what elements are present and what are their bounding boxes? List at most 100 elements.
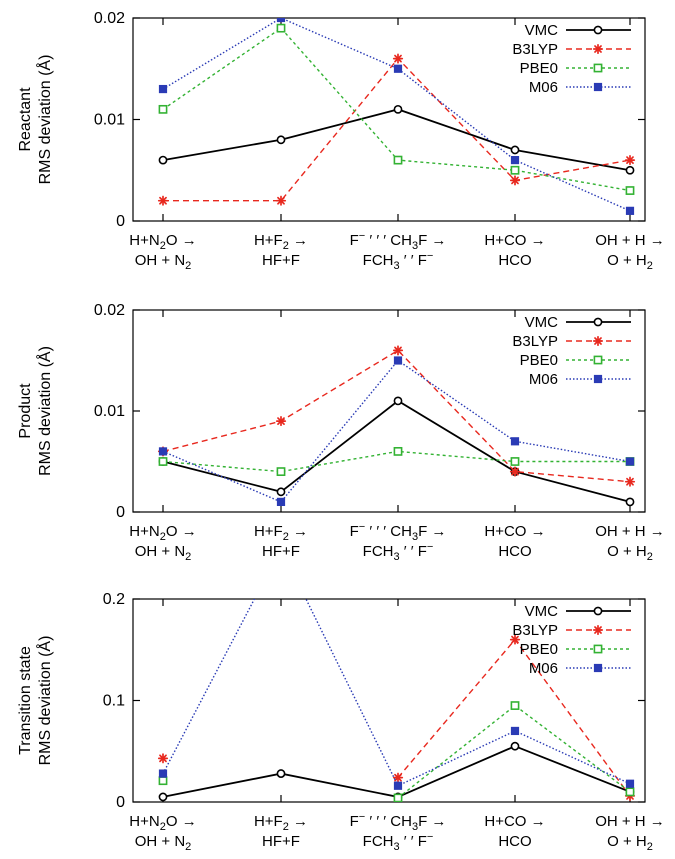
x-tick-label-top: H+N2O → — [129, 523, 196, 543]
data-point-b3lyp — [275, 416, 287, 427]
chart-panel-2: 00.010.02H+N2O →OH + N2H+F2 →HF+FF− ′ ′ … — [17, 302, 665, 563]
x-tick-label-bottom: OH + N2 — [135, 252, 192, 272]
label-part: H+F — [254, 523, 283, 540]
data-point-m06 — [276, 18, 286, 23]
x-tick-label-top: OH + H → — [595, 813, 665, 830]
subscript: 2 — [283, 531, 289, 543]
series-line-pbe0 — [162, 450, 630, 473]
label-part: H+CO → — [484, 813, 545, 830]
data-point-vmc — [276, 487, 286, 497]
star-stroke — [277, 417, 285, 425]
x-tick-label-top: H+CO → — [484, 813, 545, 830]
data-point-b3lyp — [157, 753, 169, 764]
data-point-m06 — [393, 64, 403, 73]
series-line-m06 — [162, 359, 631, 503]
label-part: → — [289, 523, 308, 540]
legend-label: PBE0 — [520, 60, 558, 77]
data-point-m06 — [625, 779, 635, 788]
x-tick-label-bottom: OH + N2 — [135, 543, 192, 563]
label-part: O → — [166, 523, 197, 540]
x-tick-label-top: H+N2O → — [129, 813, 196, 833]
data-point-b3lyp — [392, 772, 404, 783]
superscript: − — [359, 230, 365, 242]
legend-label: VMC — [525, 22, 559, 39]
star-stroke — [277, 196, 285, 205]
label-part: H+N — [129, 523, 159, 540]
data-point-b3lyp — [509, 175, 521, 186]
x-tick-label-top: F− ′ ′ ′ CH3F → — [350, 811, 447, 833]
data-point-b3lyp — [275, 195, 287, 206]
label-part: OH + N — [135, 833, 185, 850]
star-stroke — [511, 176, 519, 185]
x-tick-label-top: H+F2 → — [254, 813, 308, 833]
legend-label: B3LYP — [512, 41, 558, 58]
label-part: HF+F — [262, 543, 300, 560]
legend-marker — [592, 624, 604, 636]
series-line-m06 — [162, 599, 631, 787]
legend-marker — [593, 317, 603, 327]
series-line-b3lyp — [397, 638, 631, 797]
data-point-b3lyp — [624, 155, 636, 166]
data-point-vmc — [393, 396, 403, 406]
subscript: 3 — [393, 260, 399, 272]
y-tick-label: 0 — [116, 213, 125, 230]
subscript: 3 — [412, 531, 418, 543]
label-part: OH + N — [135, 543, 185, 560]
subscript: 2 — [647, 260, 653, 272]
superscript: − — [427, 250, 433, 262]
data-point-m06 — [510, 437, 520, 446]
superscript: − — [427, 831, 433, 843]
star-stroke — [159, 196, 167, 205]
label-part: FCH — [363, 543, 394, 560]
y-tick-label: 0.02 — [94, 302, 125, 319]
label-part: OH + N — [135, 252, 185, 269]
legend-marker — [593, 644, 603, 654]
chart-panel-1: 00.010.02H+N2O →OH + N2H+F2 →HF+FF− ′ ′ … — [17, 10, 665, 272]
data-point-pbe0 — [158, 104, 168, 114]
x-tick-label-bottom: OH + N2 — [135, 833, 192, 853]
x-tick-label-bottom: HF+F — [262, 833, 300, 850]
label-part: OH + H → — [595, 813, 665, 830]
series-group — [157, 345, 636, 507]
star-stroke — [394, 54, 402, 63]
subscript: 3 — [393, 841, 399, 853]
x-tick-label-bottom: FCH3 ′ ′ F− — [363, 250, 434, 272]
star-stroke — [394, 773, 402, 782]
legend-marker — [593, 663, 603, 673]
star-stroke — [394, 346, 402, 355]
y-axis-title: Product — [17, 383, 34, 439]
data-point-b3lyp — [509, 634, 521, 645]
series-group — [157, 18, 636, 215]
x-tick-label-top: OH + H → — [595, 232, 665, 249]
star-stroke — [626, 477, 634, 486]
y-axis-title: RMS deviation (Å) — [35, 636, 54, 766]
x-tick-label-top: H+N2O → — [129, 232, 196, 252]
label-part: F → — [418, 813, 446, 830]
x-tick-label-top: F− ′ ′ ′ CH3F → — [350, 230, 447, 252]
legend-marker — [593, 606, 603, 616]
legend-label: PBE0 — [520, 352, 558, 369]
series-line-b3lyp — [162, 349, 631, 483]
legend-marker — [593, 25, 603, 35]
subscript: 2 — [160, 240, 166, 252]
label-part: ′ ′ ′ CH — [365, 523, 412, 540]
legend-label: B3LYP — [512, 622, 558, 639]
data-point-vmc — [158, 155, 168, 165]
x-tick-label-top: OH + H → — [595, 523, 665, 540]
subscript: 2 — [283, 821, 289, 833]
label-part: ′ ′ F — [400, 543, 427, 560]
legend-marker — [593, 374, 603, 384]
label-part: → — [289, 232, 308, 249]
label-part: O → — [166, 813, 197, 830]
legend-marker — [593, 82, 603, 92]
label-part: HCO — [498, 543, 531, 560]
legend-label: PBE0 — [520, 641, 558, 658]
data-point-m06 — [393, 356, 403, 365]
data-point-pbe0 — [276, 23, 286, 33]
series-line-pbe0 — [397, 704, 631, 799]
star-stroke — [511, 467, 519, 476]
legend-label: M06 — [529, 79, 558, 96]
superscript: − — [427, 541, 433, 553]
subscript: 2 — [185, 841, 191, 853]
